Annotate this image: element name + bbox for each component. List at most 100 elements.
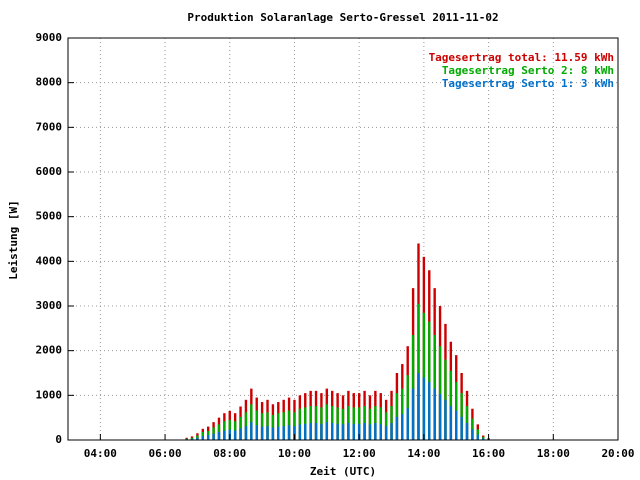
plot-frame bbox=[67, 37, 619, 441]
bar bbox=[460, 416, 463, 440]
bar bbox=[190, 438, 194, 440]
y-tick-label: 8000 bbox=[36, 76, 63, 89]
x-tick-label: 12:00 bbox=[343, 447, 376, 460]
bar bbox=[277, 426, 280, 440]
x-tick-label: 14:00 bbox=[407, 447, 440, 460]
y-tick-label: 7000 bbox=[36, 120, 63, 133]
bar bbox=[298, 424, 302, 440]
bar bbox=[455, 410, 458, 440]
bar bbox=[481, 436, 485, 440]
bar bbox=[395, 393, 399, 440]
bar bbox=[471, 429, 474, 440]
bar bbox=[201, 431, 205, 440]
bar bbox=[255, 425, 258, 440]
bar bbox=[422, 312, 426, 440]
x-tick-label: 06:00 bbox=[148, 447, 181, 460]
y-tick-label: 4000 bbox=[36, 254, 63, 267]
bar bbox=[287, 425, 291, 440]
bar bbox=[411, 335, 415, 440]
bar bbox=[465, 423, 469, 440]
bar bbox=[266, 426, 269, 440]
bar bbox=[314, 423, 318, 440]
bar bbox=[460, 393, 463, 440]
bar bbox=[438, 393, 442, 440]
bar bbox=[374, 423, 377, 440]
bar bbox=[476, 434, 480, 440]
bar bbox=[417, 373, 420, 440]
bar bbox=[320, 407, 323, 440]
plot-area bbox=[68, 37, 619, 441]
bar bbox=[368, 424, 372, 440]
legend-entry: Tagesertrag Serto 1: 3 kWh bbox=[442, 77, 614, 90]
bar bbox=[422, 377, 426, 440]
bar bbox=[336, 407, 339, 440]
y-tick-label: 2000 bbox=[36, 344, 63, 357]
bar bbox=[347, 423, 350, 440]
bar bbox=[233, 430, 237, 440]
y-tick-label: 1000 bbox=[36, 388, 63, 401]
bar bbox=[481, 438, 485, 440]
bar bbox=[428, 321, 431, 440]
bar bbox=[223, 430, 226, 440]
bar bbox=[449, 406, 453, 440]
x-axis-label: Zeit (UTC) bbox=[310, 465, 376, 478]
bar bbox=[449, 370, 453, 440]
x-tick-label: 04:00 bbox=[84, 447, 117, 460]
bar bbox=[239, 428, 242, 440]
x-tick-label: 10:00 bbox=[278, 447, 311, 460]
bar bbox=[411, 388, 415, 440]
bar bbox=[357, 423, 361, 440]
bar bbox=[320, 423, 323, 440]
legend-entry: Tagesertrag Serto 2: 8 kWh bbox=[442, 64, 614, 77]
bar bbox=[395, 416, 399, 440]
x-tick-label: 08:00 bbox=[213, 447, 246, 460]
bar bbox=[336, 423, 339, 440]
chart-title: Produktion Solaranlage Serto-Gressel 201… bbox=[187, 11, 498, 24]
bar bbox=[363, 423, 366, 440]
bar bbox=[357, 407, 361, 440]
bar bbox=[390, 423, 393, 440]
bar bbox=[250, 422, 253, 440]
bar bbox=[304, 423, 307, 440]
bar bbox=[379, 407, 382, 440]
bar bbox=[271, 427, 275, 440]
y-tick-label: 0 bbox=[55, 433, 62, 446]
bar bbox=[201, 435, 205, 440]
x-tick-label: 16:00 bbox=[472, 447, 505, 460]
bar bbox=[417, 303, 420, 440]
bar bbox=[309, 423, 312, 440]
bar bbox=[384, 426, 388, 440]
bar bbox=[244, 426, 248, 440]
bar bbox=[212, 433, 215, 440]
bar bbox=[444, 399, 447, 440]
bar bbox=[379, 423, 382, 440]
bar bbox=[352, 423, 355, 440]
bar bbox=[282, 426, 285, 440]
bar bbox=[304, 407, 307, 440]
bar bbox=[433, 335, 436, 440]
y-axis-label: Leistung [W] bbox=[7, 200, 20, 279]
bar bbox=[438, 346, 442, 440]
bar bbox=[406, 407, 409, 440]
y-tick-label: 3000 bbox=[36, 299, 63, 312]
bar bbox=[428, 381, 431, 440]
y-tick-label: 5000 bbox=[36, 210, 63, 223]
bar bbox=[293, 426, 296, 440]
bar bbox=[401, 414, 404, 440]
y-tick-label: 9000 bbox=[36, 31, 63, 44]
legend-entry: Tagesertrag total: 11.59 kWh bbox=[429, 51, 614, 64]
bar bbox=[406, 375, 409, 440]
bar bbox=[196, 437, 199, 440]
bar bbox=[217, 431, 221, 440]
bar bbox=[331, 423, 334, 440]
y-tick-label: 6000 bbox=[36, 165, 63, 178]
x-tick-label: 18:00 bbox=[537, 447, 570, 460]
bar bbox=[206, 435, 210, 440]
bar bbox=[433, 388, 436, 440]
bar bbox=[260, 426, 264, 440]
bar bbox=[352, 407, 355, 440]
bar bbox=[341, 424, 345, 440]
bar bbox=[325, 422, 329, 440]
x-tick-label: 20:00 bbox=[601, 447, 634, 460]
